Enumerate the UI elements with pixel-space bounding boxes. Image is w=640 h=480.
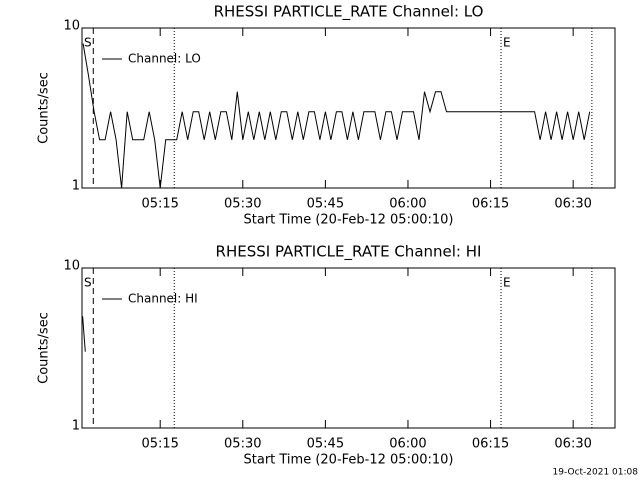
annotation: E bbox=[503, 36, 511, 50]
annotation: S bbox=[84, 36, 92, 50]
legend-label: Channel: HI bbox=[128, 292, 198, 306]
x-axis-label: Start Time (20-Feb-12 05:00:10) bbox=[244, 213, 454, 228]
data-line bbox=[82, 316, 86, 352]
x-tick-label: 06:30 bbox=[554, 197, 591, 212]
plot-frame bbox=[81, 27, 616, 189]
y-tick-label: 10 bbox=[63, 259, 80, 274]
y-tick-label: 10 bbox=[63, 19, 80, 34]
footer: 19-Oct-2021 01:08 bbox=[553, 468, 639, 478]
x-tick-label: 05:30 bbox=[224, 197, 261, 212]
x-axis-label: Start Time (20-Feb-12 05:00:10) bbox=[244, 453, 454, 468]
data-line bbox=[82, 43, 591, 189]
x-tick-label: 06:00 bbox=[389, 437, 426, 452]
x-tick-label: 05:45 bbox=[307, 437, 344, 452]
x-tick-label: 05:15 bbox=[141, 437, 178, 452]
x-tick-label: 06:00 bbox=[389, 197, 426, 212]
x-tick-label: 06:30 bbox=[554, 437, 591, 452]
y-tick-label: 1 bbox=[72, 419, 80, 434]
chart-title: RHESSI PARTICLE_RATE Channel: HI bbox=[216, 243, 482, 262]
x-tick-label: 05:45 bbox=[307, 197, 344, 212]
annotation: S bbox=[84, 276, 92, 290]
annotation: E bbox=[503, 276, 511, 290]
y-tick-label: 1 bbox=[72, 179, 80, 194]
x-tick-label: 06:15 bbox=[472, 197, 509, 212]
x-tick-label: 05:30 bbox=[224, 437, 261, 452]
x-tick-label: 05:15 bbox=[141, 197, 178, 212]
x-tick-label: 06:15 bbox=[472, 437, 509, 452]
y-axis-label: Counts/sec bbox=[37, 312, 52, 384]
y-axis-label: Counts/sec bbox=[37, 72, 52, 144]
chart-title: RHESSI PARTICLE_RATE Channel: LO bbox=[214, 3, 484, 22]
plot-frame bbox=[81, 267, 616, 429]
legend-label: Channel: LO bbox=[128, 52, 201, 66]
